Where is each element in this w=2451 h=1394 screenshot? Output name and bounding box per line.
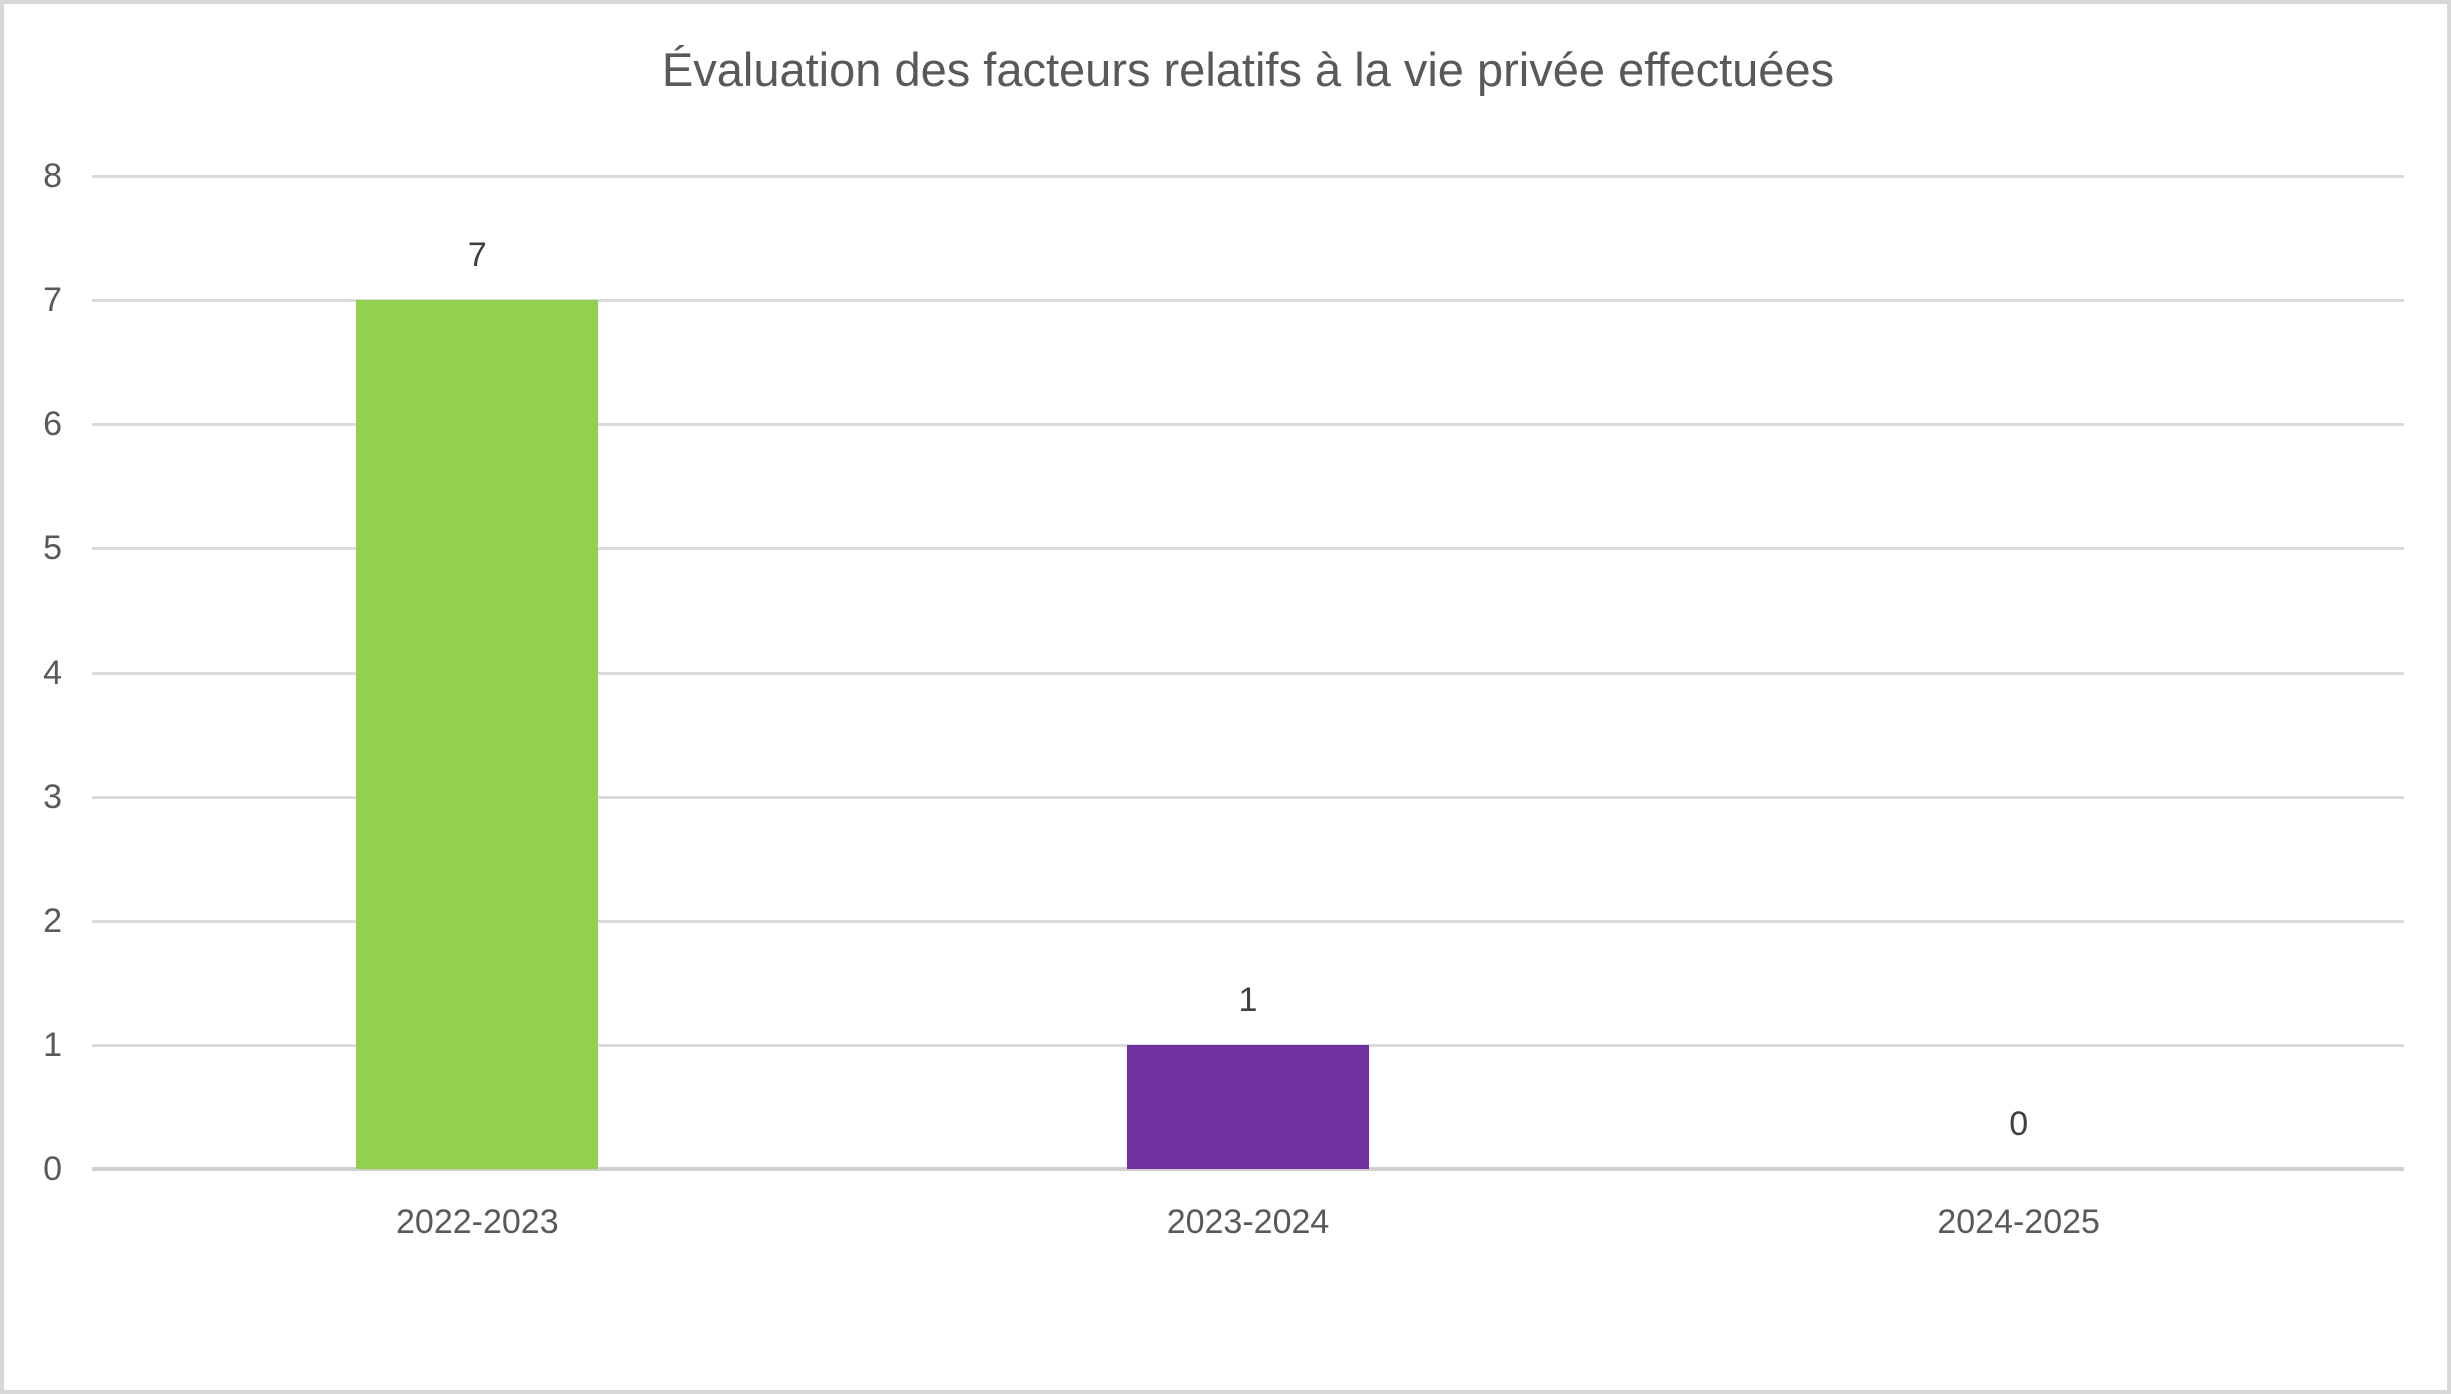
y-axis: 8 7 6 5 4 3 2 1 0: [4, 159, 66, 1186]
y-tick-label: 7: [43, 281, 62, 320]
bar-slot: 0: [1633, 176, 2404, 1169]
y-tick-label: 2: [43, 901, 62, 940]
y-tick-label: 3: [43, 777, 62, 816]
bar: [1126, 1044, 1369, 1169]
x-tick-label: 2022-2023: [396, 1203, 559, 1241]
gridline: [92, 423, 2404, 427]
chart-title: Évaluation des facteurs relatifs à la vi…: [661, 43, 1835, 96]
gridline: [92, 299, 2404, 303]
x-tick-label: 2023-2024: [1166, 1203, 1330, 1241]
bar-value-label: 7: [467, 236, 487, 275]
y-tick-label: 0: [43, 1150, 62, 1188]
gridline: [92, 175, 2404, 178]
gridline: [92, 671, 2404, 675]
bar-value-label: 0: [2009, 1105, 2029, 1143]
plot-area: 7 1 0: [92, 175, 2404, 1171]
gridline: [92, 795, 2404, 799]
bar-slot: 7: [92, 176, 863, 1169]
bar: [356, 300, 599, 1169]
gridline: [92, 919, 2404, 923]
y-tick-label: 6: [43, 405, 62, 444]
x-axis-line: [92, 1167, 2404, 1171]
x-tick-label: 2024-2025: [1937, 1203, 2100, 1241]
y-tick-label: 8: [43, 157, 62, 195]
y-tick-label: 4: [43, 653, 62, 692]
bar-slot: 1: [863, 176, 1634, 1169]
gridline: [92, 547, 2404, 551]
bar-value-label: 1: [1238, 980, 1258, 1019]
y-tick-label: 1: [43, 1025, 62, 1064]
y-tick-label: 5: [43, 529, 62, 568]
